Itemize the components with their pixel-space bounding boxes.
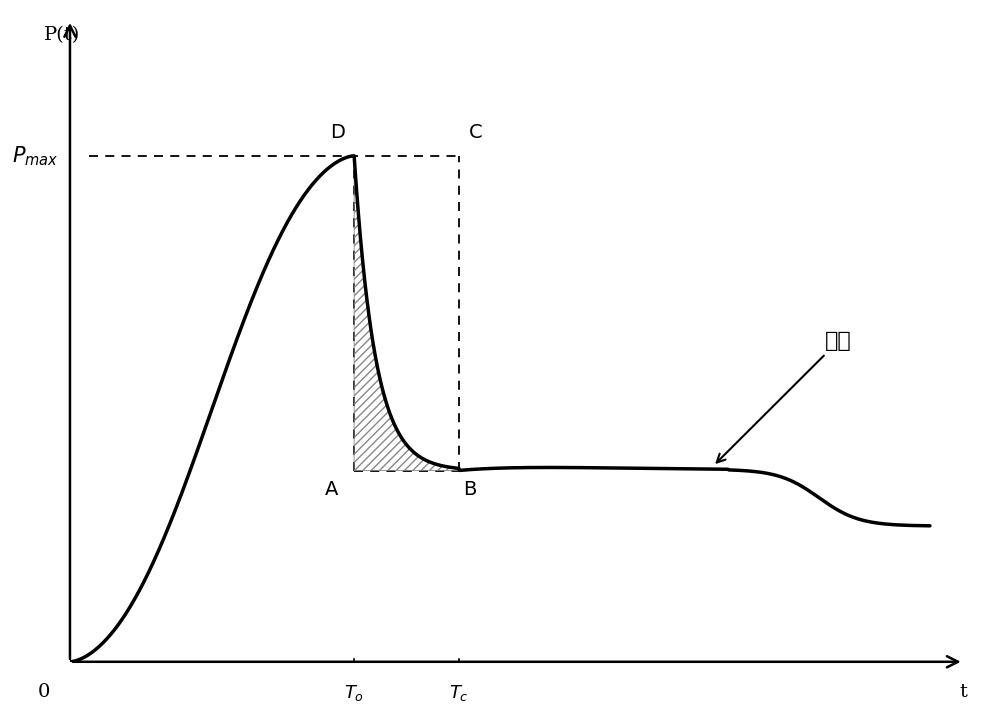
Text: t: t [959,683,967,701]
Text: $T_c$: $T_c$ [449,683,468,703]
Text: $P_{max}$: $P_{max}$ [12,144,59,168]
Text: P(t): P(t) [44,26,81,44]
Text: 0: 0 [37,683,50,701]
Text: B: B [464,480,476,499]
Text: 停泵: 停泵 [717,331,852,463]
Text: A: A [325,480,339,499]
Text: C: C [468,124,482,142]
Text: D: D [330,124,345,142]
Text: $T_o$: $T_o$ [344,683,364,703]
